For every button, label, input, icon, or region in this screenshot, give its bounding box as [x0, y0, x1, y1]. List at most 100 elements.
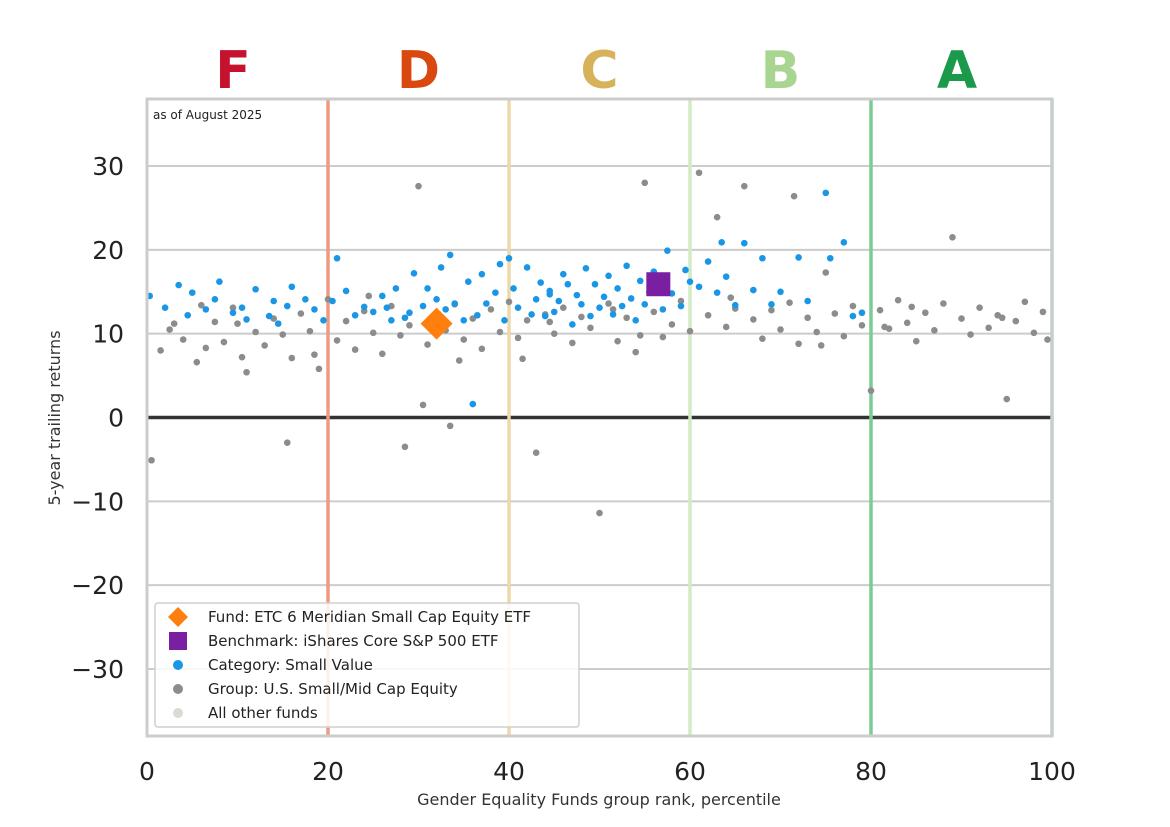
legend: Fund: ETC 6 Meridian Small Cap Equity ET… [154, 602, 580, 728]
data-point [419, 401, 427, 409]
data-point [474, 311, 481, 319]
data-point [455, 357, 463, 364]
data-point [261, 342, 268, 349]
data-point [618, 302, 626, 310]
data-point [229, 304, 237, 312]
data-point [392, 285, 400, 292]
data-point [777, 326, 784, 333]
data-point [243, 368, 250, 376]
data-point [804, 297, 811, 305]
data-point [541, 312, 549, 320]
data-point [1003, 395, 1011, 403]
data-point [1044, 336, 1051, 343]
data-point [179, 336, 187, 343]
data-point [446, 422, 454, 430]
data-point [342, 317, 350, 325]
y-tick-label: 30 [92, 152, 124, 181]
plot-frame [145, 97, 1054, 738]
data-point [238, 353, 246, 361]
data-point [741, 239, 748, 247]
data-point [265, 312, 273, 320]
x-tick-label: 40 [493, 757, 525, 786]
data-point [202, 306, 210, 313]
data-point [306, 327, 314, 335]
data-point [397, 332, 404, 339]
data-point [216, 278, 223, 286]
data-point [591, 280, 599, 288]
data-point [949, 233, 956, 241]
y-tick-label: −10 [71, 487, 124, 516]
data-point [532, 296, 540, 303]
data-point [876, 306, 884, 314]
data-point [722, 323, 730, 331]
data-point [496, 328, 504, 336]
data-point [433, 296, 440, 303]
data-point [311, 306, 318, 313]
grade-label: A [937, 41, 977, 101]
data-point [587, 312, 594, 320]
data-point [229, 309, 237, 317]
data-point [379, 292, 386, 300]
data-point [442, 306, 449, 313]
data-point [478, 345, 486, 353]
data-point [424, 341, 431, 348]
data-point [677, 302, 685, 310]
legend-marker [173, 660, 183, 670]
y-tick-label: 10 [92, 320, 124, 349]
data-point [514, 334, 522, 342]
plot-border [145, 97, 1054, 738]
data-point [668, 321, 676, 328]
data-point [415, 182, 422, 190]
data-point [311, 351, 318, 358]
data-point [420, 307, 453, 340]
data-point [401, 443, 409, 451]
data-point [274, 320, 282, 327]
data-point [388, 316, 395, 324]
data-point [768, 306, 775, 314]
y-tick-label: 20 [92, 236, 124, 265]
data-point [211, 296, 219, 303]
data-point [822, 189, 830, 197]
data-point [664, 247, 671, 255]
data-point [243, 316, 250, 323]
data-point [731, 301, 739, 309]
data-point [478, 270, 486, 278]
grade-label: F [215, 41, 251, 101]
legend-marker [168, 607, 188, 627]
data-point [315, 365, 323, 373]
data-point [609, 311, 617, 318]
data-point [682, 266, 689, 274]
data-point [546, 290, 554, 298]
data-point [958, 315, 965, 322]
data-point [410, 270, 418, 277]
data-point [605, 300, 612, 307]
data-point [686, 327, 694, 335]
legend-marker [169, 632, 187, 650]
data-point [505, 254, 513, 262]
data-point [406, 309, 413, 317]
data-point [600, 293, 608, 301]
data-point [750, 286, 757, 294]
data-point [790, 192, 798, 200]
data-point [922, 309, 929, 317]
data-point [546, 318, 554, 326]
data-point [369, 329, 377, 337]
data-point [351, 311, 359, 319]
x-axis-label: Gender Equality Funds group rank, percen… [417, 790, 781, 809]
data-point [677, 297, 685, 305]
data-point [641, 301, 649, 308]
data-point [646, 272, 671, 297]
data-point [713, 289, 721, 296]
note: as of August 2025 [153, 108, 262, 122]
data-point [627, 295, 635, 302]
data-point [659, 306, 667, 313]
data-point [704, 311, 712, 319]
data-point [360, 303, 368, 311]
y-tick-label: −30 [71, 655, 124, 684]
data-point [342, 287, 350, 295]
data-point [881, 323, 888, 331]
data-point [940, 300, 947, 307]
data-point [822, 269, 830, 276]
x-tick-label: 20 [312, 757, 344, 786]
